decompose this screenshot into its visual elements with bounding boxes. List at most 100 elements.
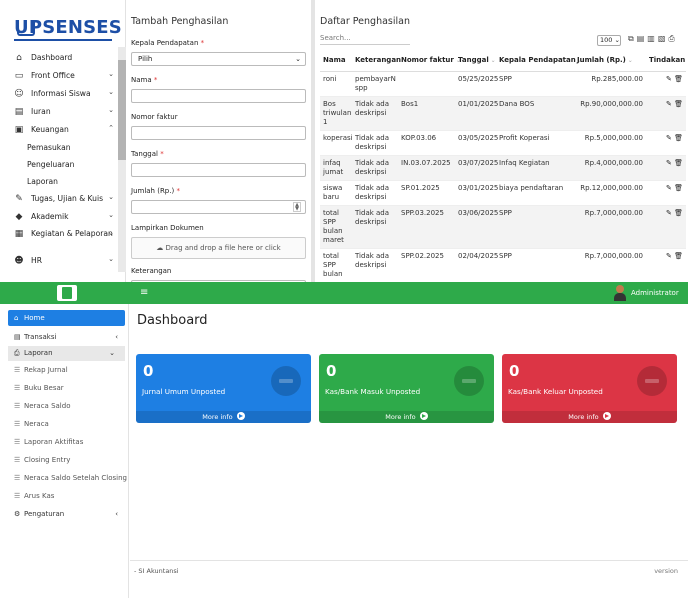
sidebar-item-pengaturan[interactable]: ⚙ Pengaturan ‹ <box>0 505 128 523</box>
sidebar-item-iuran[interactable]: ▤ Iuran ⌄ <box>12 103 116 121</box>
sidebar-item-dashboard[interactable]: ⌂ Dashboard <box>12 49 116 67</box>
excel-icon[interactable]: ▤ <box>636 34 648 43</box>
edit-icon[interactable]: ✎ <box>666 183 672 192</box>
user-name[interactable]: Administrator <box>631 289 679 297</box>
sidebar-item-akademik[interactable]: ◆ Akademik ⌄ <box>12 208 116 226</box>
row-actions: ✎ 🗑 <box>646 96 686 131</box>
sidebar-subitem-pemasukan[interactable]: Pemasukan <box>27 143 71 152</box>
laporan-subitem[interactable]: ☰ Arus Kas <box>0 487 128 505</box>
list-icon: ☰ <box>14 420 21 428</box>
sidebar-item-keuangan[interactable]: ▣ Keuangan ⌃ <box>12 121 116 139</box>
cell-kepala: SPP <box>496 205 574 249</box>
kepala-pendapatan-select[interactable]: Pilih ⌄ <box>131 52 306 66</box>
laporan-subitem[interactable]: ☰ Rekap Jurnal <box>0 361 128 379</box>
upsenses-logo[interactable]: UPSENSES <box>14 13 122 43</box>
pdf-icon[interactable]: ▧ <box>657 34 669 43</box>
sort-icon[interactable]: ⌄ <box>488 56 496 64</box>
laporan-subitem[interactable]: ☰ Neraca <box>0 415 128 433</box>
nama-label: Nama * <box>131 76 158 84</box>
trash-icon[interactable]: 🗑 <box>671 99 683 108</box>
trash-icon[interactable]: 🗑 <box>671 251 683 260</box>
card-value: 0 <box>326 362 337 380</box>
sidebar-subitem-pengeluaran[interactable]: Pengeluaran <box>27 160 75 169</box>
card-label: Kas/Bank Keluar Unposted <box>508 387 603 396</box>
cell-nomor: SPP.02.2025 <box>398 248 455 282</box>
jumlah-label: Jumlah (Rp.) * <box>131 187 180 195</box>
trash-icon[interactable]: 🗑 <box>671 183 683 192</box>
table-search-input[interactable]: Search... <box>320 33 410 45</box>
edit-icon[interactable]: ✎ <box>666 99 672 108</box>
sidebar-item-kegiatan-pelaporan[interactable]: ▦ Kegiatan & Pelaporan ⌄ <box>12 226 116 252</box>
page-size-select[interactable]: 100 ⌄ <box>597 35 621 46</box>
keterangan-textarea[interactable] <box>131 280 306 282</box>
trash-icon[interactable]: 🗑 <box>671 208 683 217</box>
edit-icon[interactable]: ✎ <box>666 251 672 260</box>
table-body: roni pembayarN spp 05/25/2025 SPP Rp.285,000… <box>320 71 686 282</box>
sidebar-item-home[interactable]: ⌂ Home <box>8 310 125 326</box>
laporan-subitem[interactable]: ☰ Neraca Saldo Setelah Closing <box>0 469 128 487</box>
column-header[interactable]: Nama <box>320 49 352 72</box>
column-header[interactable]: Jumlah (Rp.) ⌄ <box>574 49 646 72</box>
column-header[interactable]: Tanggal ⌄ <box>455 49 496 72</box>
csv-icon[interactable]: ▥ <box>647 34 658 43</box>
laporan-subitem[interactable]: ☰ Closing Entry <box>0 451 128 469</box>
column-header[interactable]: Keterangan ⌄ <box>352 49 408 72</box>
trash-icon[interactable]: 🗑 <box>671 158 683 167</box>
more-info-link[interactable]: More info <box>136 411 311 423</box>
table-title: Daftar Penghasilan <box>320 16 410 27</box>
laporan-subitem[interactable]: ☰ Neraca Saldo <box>0 397 128 415</box>
more-info-link[interactable]: More info <box>319 411 494 423</box>
laporan-subitem[interactable]: ☰ Laporan Aktifitas <box>0 433 128 451</box>
edit-icon[interactable]: ✎ <box>666 158 672 167</box>
print-icon[interactable]: ⎙ <box>668 34 678 43</box>
number-spinner-icon[interactable]: ▲ ▼ <box>293 202 301 212</box>
jumlah-input[interactable]: ▲ ▼ <box>131 200 306 214</box>
sidebar-item-front-office[interactable]: ▭ Front Office ⌄ <box>12 67 116 85</box>
kas-bank-keluar-card: 0 Kas/Bank Keluar Unposted More info <box>502 354 677 423</box>
nomor-faktur-input[interactable] <box>131 126 306 140</box>
sidebar-item-informasi-siswa[interactable]: ☺ Informasi Siswa ⌄ <box>12 85 116 103</box>
column-header[interactable]: Tindakan <box>646 49 686 72</box>
list-icon: ☰ <box>14 474 21 482</box>
trash-icon[interactable]: 🗑 <box>671 74 683 83</box>
chevron-left-icon: ‹ <box>115 510 118 518</box>
more-info-link[interactable]: More info <box>502 411 677 423</box>
cell-kepala: SPP <box>496 71 574 97</box>
sidebar-item-transaksi[interactable]: ▤ Transaksi ‹ <box>0 328 128 346</box>
admin-avatar[interactable] <box>613 285 627 301</box>
arrow-circle-right-icon <box>236 412 245 420</box>
hamburger-menu-icon[interactable]: ≡ <box>140 287 149 298</box>
column-header[interactable]: Nomor faktur ⌄ <box>398 49 461 72</box>
laporan-subitem-label: Rekap Jurnal <box>24 366 68 374</box>
laporan-subitem[interactable]: ☰ Buku Besar <box>0 379 128 397</box>
sidebar-item-label: Keuangan <box>31 125 69 134</box>
sort-icon[interactable]: ⌄ <box>625 56 633 64</box>
edit-icon[interactable]: ✎ <box>666 208 672 217</box>
sidebar-item-tugas-ujian-kuis[interactable]: ✎ Tugas, Ujian & Kuis ⌄ <box>12 190 116 208</box>
file-dropzone[interactable]: ☁ Drag and drop a file here or click <box>131 237 306 259</box>
sidebar-item-label: Informasi Siswa <box>31 89 91 98</box>
tanggal-label: Tanggal * <box>131 150 164 158</box>
edit-icon[interactable]: ✎ <box>666 133 672 142</box>
table-row: total SPP bulan maret Tidak ada deskripsi… <box>320 205 686 249</box>
cell-nama: total SPP bulan <box>320 248 352 282</box>
tanggal-input[interactable] <box>131 163 306 177</box>
cell-nama: infaq jumat <box>320 155 352 181</box>
sidebar-subitem-laporan[interactable]: Laporan <box>27 177 58 186</box>
nomor-faktur-label: Nomor faktur <box>131 113 178 121</box>
trash-icon[interactable]: 🗑 <box>671 133 683 142</box>
sidebar-item-laporan[interactable]: ⎙ Laporan ⌄ <box>8 346 125 361</box>
column-header[interactable]: Kepala Pendapatan ⌄ <box>496 49 583 72</box>
calculator-logo-icon[interactable] <box>57 285 77 301</box>
edit-icon[interactable]: ✎ <box>666 74 672 83</box>
sidebar-scrollbar-thumb[interactable] <box>118 60 126 160</box>
copy-icon[interactable]: ⧉ <box>628 34 637 43</box>
sidebar-item-hr[interactable]: ☻ HR ⌄ <box>12 252 116 270</box>
export-buttons: ⧉▤▥▧⎙ <box>628 34 678 44</box>
top-sidebar-nav: ⌂ Dashboard ▭ Front Office ⌄ ☺ Informasi Siswa… <box>12 49 116 270</box>
chevron-down-icon: ⌄ <box>108 106 114 114</box>
list-icon: ☰ <box>14 438 21 446</box>
nama-input[interactable] <box>131 89 306 103</box>
cell-nomor: SP.01.2025 <box>398 180 455 206</box>
home-icon: ⌂ <box>14 314 19 322</box>
